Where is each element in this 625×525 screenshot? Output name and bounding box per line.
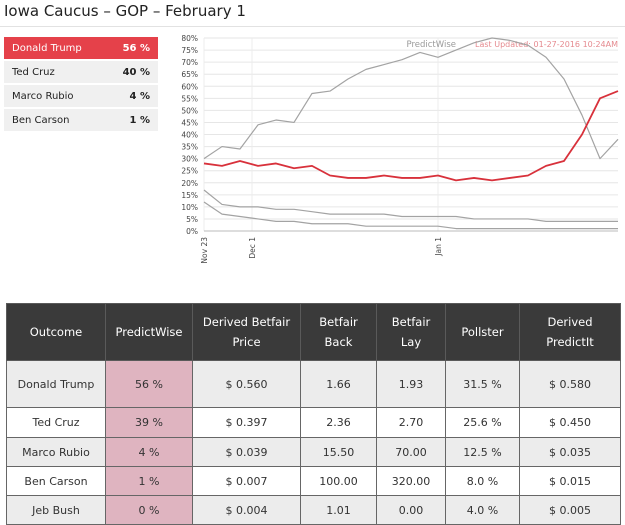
cell-betfair-back: 15.50 — [300, 437, 377, 467]
y-tick-label: 35% — [181, 143, 198, 152]
col-header-outcome: Outcome — [6, 303, 106, 361]
cell-pollster: 4.0 % — [445, 495, 520, 525]
candidate-item-rubio[interactable]: Marco Rubio 4 % — [4, 85, 158, 107]
cell-predictit: $ 0.450 — [519, 407, 621, 438]
candidate-pct: 56 % — [122, 42, 150, 54]
cell-betfair-lay: 1.93 — [376, 360, 446, 408]
cell-pollster: 25.6 % — [445, 407, 520, 438]
y-tick-label: 30% — [181, 155, 198, 164]
candidate-list: Donald Trump 56 % Ted Cruz 40 % Marco Ru… — [4, 37, 158, 133]
cell-betfair-back: 1.01 — [300, 495, 377, 525]
y-tick-label: 55% — [181, 94, 198, 103]
cell-pollster: 31.5 % — [445, 360, 520, 408]
y-tick-label: 5% — [186, 215, 198, 224]
cell-betfair-price: $ 0.039 — [192, 437, 301, 467]
candidate-name: Ben Carson — [12, 114, 70, 126]
cell-predictwise: 1 % — [105, 466, 193, 496]
x-tick-label: Jan 1 — [434, 237, 443, 257]
table-row: Ben Carson 1 % $ 0.007 100.00 320.00 8.0… — [6, 466, 621, 496]
candidate-pct: 4 % — [129, 90, 150, 102]
table-row: Marco Rubio 4 % $ 0.039 15.50 70.00 12.5… — [6, 437, 621, 467]
cell-outcome: Jeb Bush — [6, 495, 106, 525]
series-line-ben-carson — [203, 201, 618, 230]
cell-outcome: Donald Trump — [6, 360, 106, 408]
cell-betfair-lay: 2.70 — [376, 407, 446, 438]
table-row: Ted Cruz 39 % $ 0.397 2.36 2.70 25.6 % $… — [6, 407, 621, 438]
series-line-marco-rubio — [203, 189, 618, 222]
y-tick-label: 40% — [181, 131, 198, 140]
col-header-betfair-lay: Betfair Lay — [376, 303, 446, 361]
candidate-name: Donald Trump — [12, 42, 82, 54]
y-tick-label: 45% — [181, 118, 198, 127]
cell-predictwise: 0 % — [105, 495, 193, 525]
y-tick-label: 65% — [181, 70, 198, 79]
col-header-predictit: Derived PredictIt — [519, 303, 621, 361]
y-tick-label: 20% — [181, 179, 198, 188]
chart-watermark: PredictWise — [406, 40, 456, 50]
y-tick-label: 80% — [181, 34, 198, 43]
col-header-betfair-back: Betfair Back — [300, 303, 377, 361]
cell-predictit: $ 0.015 — [519, 466, 621, 496]
cell-betfair-lay: 0.00 — [376, 495, 446, 525]
candidate-name: Marco Rubio — [12, 90, 74, 102]
cell-predictwise: 39 % — [105, 407, 193, 438]
y-tick-label: 15% — [181, 191, 198, 200]
candidate-pct: 1 % — [129, 114, 150, 126]
col-header-predictwise: PredictWise — [105, 303, 193, 361]
candidate-name: Ted Cruz — [12, 66, 55, 78]
y-tick-label: 25% — [181, 167, 198, 176]
cell-betfair-back: 100.00 — [300, 466, 377, 496]
cell-betfair-lay: 70.00 — [376, 437, 446, 467]
cell-betfair-lay: 320.00 — [376, 466, 446, 496]
col-header-pollster: Pollster — [445, 303, 520, 361]
cell-predictit: $ 0.580 — [519, 360, 621, 408]
col-header-betfair-price: Derived Betfair Price — [192, 303, 301, 361]
cell-pollster: 12.5 % — [445, 437, 520, 467]
y-tick-label: 0% — [186, 227, 198, 236]
odds-table: Outcome PredictWise Derived Betfair Pric… — [6, 303, 621, 525]
x-tick-label: Dec 1 — [248, 237, 257, 259]
cell-betfair-price: $ 0.397 — [192, 407, 301, 438]
chart-updated-label: Last Updated: 01-27-2016 10:24AM — [475, 40, 618, 49]
y-tick-label: 10% — [181, 203, 198, 212]
y-tick-label: 70% — [181, 58, 198, 67]
candidate-item-trump[interactable]: Donald Trump 56 % — [4, 37, 158, 59]
cell-outcome: Marco Rubio — [6, 437, 106, 467]
cell-predictwise: 56 % — [105, 360, 193, 408]
cell-predictwise: 4 % — [105, 437, 193, 467]
candidate-item-carson[interactable]: Ben Carson 1 % — [4, 109, 158, 131]
table-header-row: Outcome PredictWise Derived Betfair Pric… — [6, 303, 621, 361]
cell-outcome: Ben Carson — [6, 466, 106, 496]
cell-betfair-price: $ 0.004 — [192, 495, 301, 525]
series-line-donald-trump — [203, 90, 619, 182]
y-tick-label: 60% — [181, 82, 198, 91]
x-tick-label: Nov 23 — [200, 237, 209, 264]
cell-pollster: 8.0 % — [445, 466, 520, 496]
cell-betfair-price: $ 0.007 — [192, 466, 301, 496]
cell-predictit: $ 0.005 — [519, 495, 621, 525]
y-tick-label: 75% — [181, 46, 198, 55]
table-row: Jeb Bush 0 % $ 0.004 1.01 0.00 4.0 % $ 0… — [6, 495, 621, 525]
table-row: Donald Trump 56 % $ 0.560 1.66 1.93 31.5… — [6, 360, 621, 408]
page-title: Iowa Caucus – GOP – February 1 — [4, 2, 246, 20]
probability-chart: 0% 5% 10% 15% 20% 25% 30% 35% 40% 45% 50% 55% 60% 65%… — [181, 34, 619, 264]
series-line-ted-cruz — [203, 37, 619, 160]
cell-betfair-price: $ 0.560 — [192, 360, 301, 408]
cell-predictit: $ 0.035 — [519, 437, 621, 467]
candidate-pct: 40 % — [122, 66, 150, 78]
cell-betfair-back: 2.36 — [300, 407, 377, 438]
cell-outcome: Ted Cruz — [6, 407, 106, 438]
title-divider — [0, 26, 625, 27]
cell-betfair-back: 1.66 — [300, 360, 377, 408]
candidate-item-cruz[interactable]: Ted Cruz 40 % — [4, 61, 158, 83]
y-tick-label: 50% — [181, 106, 198, 115]
